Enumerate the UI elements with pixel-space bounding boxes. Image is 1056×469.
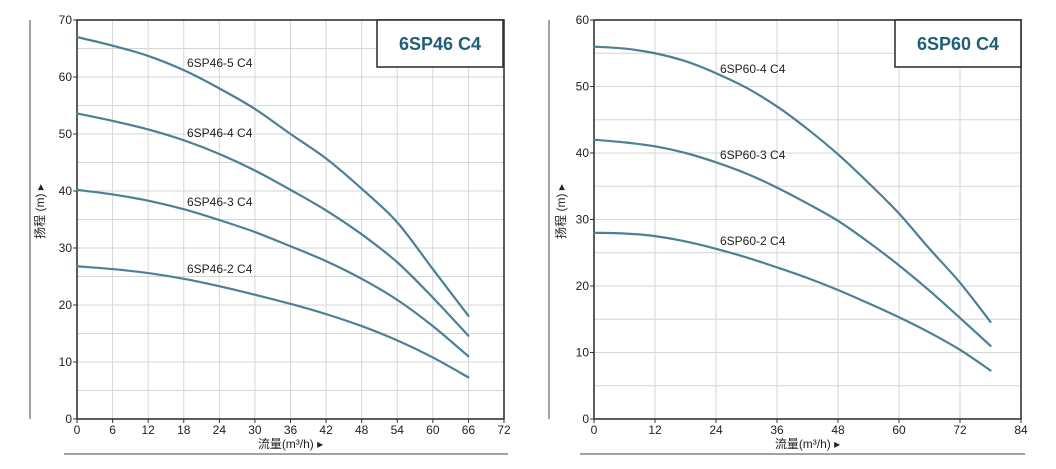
x-tick-label: 36 <box>770 423 784 437</box>
curve-6sp46-4-c4 <box>75 112 470 337</box>
x-tick-label: 12 <box>648 423 662 437</box>
y-tick-label: 70 <box>59 13 73 27</box>
x-tick-label: 24 <box>213 423 227 437</box>
x-tick-label: 72 <box>497 423 511 437</box>
curve-6sp46-2-c4 <box>75 265 470 379</box>
x-tick-label: 6 <box>109 423 116 437</box>
curve-6sp60-4-c4 <box>592 45 992 324</box>
y-axis-label: 扬程 (m) ▸ <box>553 184 568 239</box>
x-tick-label: 36 <box>284 423 298 437</box>
curve-6sp60-3-c4 <box>592 138 992 347</box>
y-tick-label: 60 <box>59 70 73 84</box>
y-tick-label: 50 <box>576 80 590 94</box>
curve-label: 6SP60-3 C4 <box>720 148 786 162</box>
chart-title: 6SP60 C4 <box>917 34 999 54</box>
x-tick-label: 72 <box>953 423 967 437</box>
title-box <box>894 19 1022 68</box>
x-tick-label: 0 <box>74 423 81 437</box>
y-tick-label: 30 <box>576 213 590 227</box>
chart-1: 0 6 12 18 24 30 36 42 48 54 60 66 72 0 10 20 30 40 50 60 70 流… <box>29 13 511 455</box>
chart-title: 6SP46 C4 <box>399 34 481 54</box>
x-tick-label: 18 <box>177 423 191 437</box>
curve-label: 6SP46-5 C4 <box>187 56 253 70</box>
curve-label: 6SP60-2 C4 <box>720 234 786 248</box>
curve-6sp46-3-c4 <box>75 188 470 358</box>
x-tick-label: 60 <box>892 423 906 437</box>
y-tick-label: 10 <box>576 346 590 360</box>
curve-label: 6SP46-4 C4 <box>187 126 253 140</box>
y-tick-label: 0 <box>582 412 589 426</box>
x-tick-label: 48 <box>355 423 369 437</box>
y-tick-label: 50 <box>59 127 73 141</box>
y-tick-label: 20 <box>59 298 73 312</box>
title-box <box>376 19 504 68</box>
y-tick-label: 30 <box>59 241 73 255</box>
x-tick-label: 48 <box>831 423 845 437</box>
curve-label: 6SP46-3 C4 <box>187 195 253 209</box>
x-tick-label: 30 <box>248 423 262 437</box>
y-axis-label: 扬程 (m) ▸ <box>32 184 47 239</box>
y-tick-label: 40 <box>59 184 73 198</box>
x-axis-label: 流量(m³/h) ▸ <box>775 437 840 451</box>
x-tick-label: 84 <box>1014 423 1028 437</box>
y-tick-label: 20 <box>576 279 590 293</box>
x-tick-label: 66 <box>462 423 476 437</box>
x-tick-label: 60 <box>426 423 440 437</box>
curve-6sp60-2-c4 <box>592 231 992 372</box>
x-tick-label: 0 <box>591 423 598 437</box>
y-tick-label: 10 <box>59 355 73 369</box>
y-tick-label: 60 <box>576 13 590 27</box>
chart-2: 0 12 24 36 48 60 72 84 0 10 20 30 40 50 60 流量(m³/h) ▸ 扬程… <box>548 13 1028 455</box>
y-tick-label: 40 <box>576 146 590 160</box>
x-tick-label: 12 <box>141 423 155 437</box>
x-axis-label: 流量(m³/h) ▸ <box>258 437 323 451</box>
x-tick-label: 42 <box>319 423 333 437</box>
x-tick-label: 54 <box>391 423 405 437</box>
curve-6sp46-5-c4 <box>75 36 470 317</box>
curve-label: 6SP60-4 C4 <box>720 62 786 76</box>
x-tick-label: 24 <box>709 423 723 437</box>
y-tick-label: 0 <box>65 412 72 426</box>
curve-label: 6SP46-2 C4 <box>187 262 253 276</box>
